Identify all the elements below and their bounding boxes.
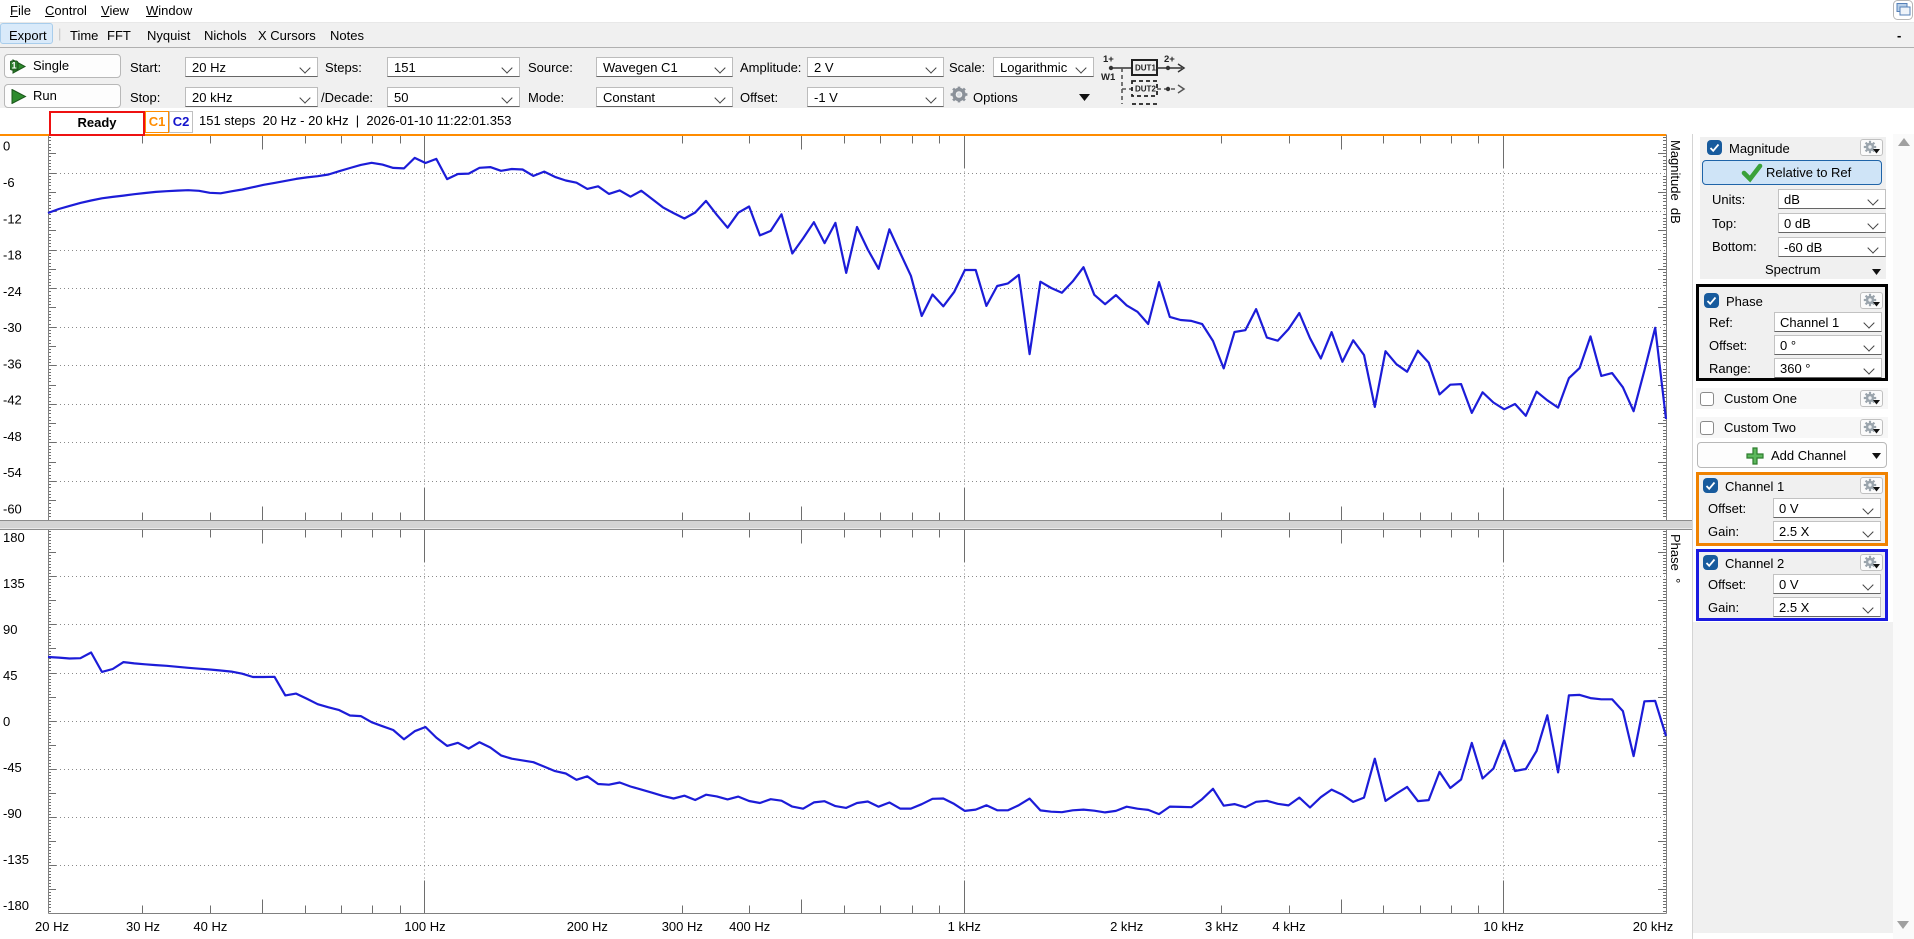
svg-text:400 Hz: 400 Hz <box>729 919 770 934</box>
svg-text:W1: W1 <box>1101 72 1116 83</box>
svg-text:45: 45 <box>3 668 17 683</box>
svg-text:3 kHz: 3 kHz <box>1205 919 1238 934</box>
svg-text:30 Hz: 30 Hz <box>126 919 160 934</box>
svg-text:200 Hz: 200 Hz <box>567 919 608 934</box>
svg-text:-24: -24 <box>3 284 22 299</box>
svg-text:0: 0 <box>3 139 10 154</box>
svg-text:1 kHz: 1 kHz <box>948 919 981 934</box>
svg-text:-180: -180 <box>3 898 29 913</box>
svg-text:-48: -48 <box>3 429 22 444</box>
svg-text:20 kHz: 20 kHz <box>1633 919 1673 934</box>
svg-text:1+: 1+ <box>1103 54 1114 65</box>
svg-text:-135: -135 <box>3 852 29 867</box>
svg-text:2+: 2+ <box>1164 54 1175 65</box>
svg-text:180: 180 <box>3 530 25 545</box>
svg-text:-12: -12 <box>3 211 22 226</box>
svg-text:135: 135 <box>3 576 25 591</box>
svg-text:-60: -60 <box>3 502 22 517</box>
svg-text:-45: -45 <box>3 760 22 775</box>
svg-text:100 Hz: 100 Hz <box>404 919 445 934</box>
svg-text:-90: -90 <box>3 806 22 821</box>
svg-text:40 Hz: 40 Hz <box>193 919 227 934</box>
svg-text:-6: -6 <box>3 175 15 190</box>
svg-text:-36: -36 <box>3 356 22 371</box>
svg-text:-54: -54 <box>3 465 22 480</box>
svg-text:20 Hz: 20 Hz <box>35 919 69 934</box>
svg-text:2 kHz: 2 kHz <box>1110 919 1143 934</box>
svg-text:-30: -30 <box>3 320 22 335</box>
svg-text:4 kHz: 4 kHz <box>1272 919 1305 934</box>
svg-text:90: 90 <box>3 622 17 637</box>
svg-text:1: 1 <box>11 61 16 71</box>
svg-text:300 Hz: 300 Hz <box>662 919 703 934</box>
svg-text:-18: -18 <box>3 248 22 263</box>
svg-text:DUT1: DUT1 <box>1135 64 1156 73</box>
svg-text:10 kHz: 10 kHz <box>1483 919 1523 934</box>
svg-text:DUT2: DUT2 <box>1135 85 1156 94</box>
svg-text:-42: -42 <box>3 393 22 408</box>
svg-text:0: 0 <box>3 714 10 729</box>
